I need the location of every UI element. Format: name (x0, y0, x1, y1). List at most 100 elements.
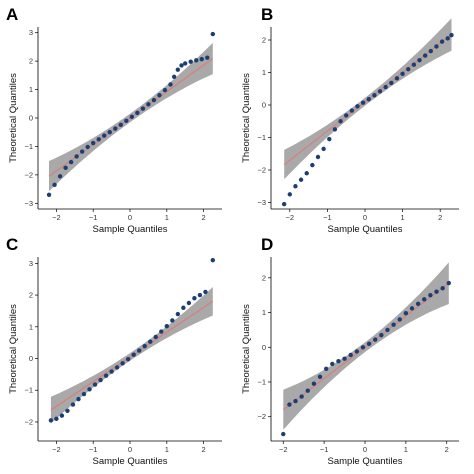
x-tick-label: 1 (401, 213, 405, 222)
data-point (281, 201, 287, 207)
data-point (210, 257, 215, 263)
data-point (321, 146, 326, 152)
y-tick-label: 0 (29, 114, 33, 123)
data-point (107, 130, 112, 135)
x-tick-label: −2 (52, 213, 61, 222)
data-point (65, 408, 70, 414)
data-point (394, 76, 400, 81)
data-point (131, 352, 136, 357)
x-tick-label: 0 (363, 445, 367, 454)
y-tick-label: 2 (29, 291, 33, 300)
x-tick-label: −2 (286, 213, 295, 222)
data-point (403, 311, 409, 316)
x-tick-label: 1 (165, 213, 169, 222)
data-point (175, 311, 181, 317)
data-point (406, 67, 411, 72)
y-tick-label: 0 (29, 354, 33, 363)
data-point (304, 171, 309, 176)
data-point (54, 416, 59, 421)
data-point (98, 377, 103, 383)
y-tick-label: 1 (29, 322, 33, 331)
data-point (199, 56, 204, 62)
data-point (103, 373, 109, 378)
x-tick-label: −2 (279, 445, 288, 454)
x-tick-label: 1 (404, 445, 408, 454)
data-point (428, 48, 433, 54)
data-point (74, 154, 79, 159)
data-point (52, 182, 57, 188)
y-axis-title: Theoretical Quantiles (241, 73, 252, 163)
y-tick-label: −3 (257, 198, 266, 207)
panel-letter: B (261, 5, 273, 24)
data-point (439, 39, 445, 44)
x-axis-title: Sample Quantiles (328, 224, 403, 235)
data-point (360, 345, 366, 350)
data-point (109, 369, 114, 374)
x-tick-label: −1 (89, 445, 98, 454)
data-point (85, 144, 90, 150)
data-point (46, 192, 52, 197)
x-axis-title: Sample Quantiles (93, 224, 168, 235)
data-point (91, 140, 96, 146)
data-point (348, 352, 353, 358)
data-point (317, 374, 323, 379)
x-tick-label: 2 (202, 445, 206, 454)
data-point (79, 149, 85, 154)
data-point (311, 381, 317, 386)
data-point (385, 327, 390, 333)
y-axis-title: Theoretical Quantiles (8, 304, 19, 394)
x-tick-label: 2 (445, 445, 449, 454)
data-point (102, 133, 107, 138)
data-point (299, 394, 304, 399)
data-point (129, 114, 135, 120)
data-point (210, 31, 215, 37)
data-point (417, 57, 422, 63)
x-tick-label: 0 (128, 213, 132, 222)
data-point (92, 382, 98, 387)
y-tick-label: −1 (24, 386, 33, 395)
data-point (391, 322, 396, 327)
data-point (175, 67, 181, 72)
data-point (87, 387, 92, 392)
data-point (192, 296, 197, 301)
data-point (140, 106, 146, 111)
data-point (354, 349, 360, 354)
data-point (397, 317, 402, 322)
data-point (76, 396, 81, 402)
data-point (171, 74, 177, 79)
data-point (135, 110, 140, 116)
x-tick-label: 0 (363, 213, 367, 222)
panel-letter: D (261, 235, 273, 254)
data-point (411, 62, 417, 67)
data-point (151, 97, 157, 103)
y-tick-label: −2 (257, 412, 266, 421)
x-axis-title: Sample Quantiles (328, 456, 403, 467)
x-tick-label: −2 (52, 445, 61, 454)
x-tick-label: 0 (128, 445, 132, 454)
y-tick-label: −2 (24, 417, 33, 426)
y-tick-label: 0 (262, 101, 266, 110)
data-point (125, 356, 131, 362)
data-point (422, 297, 427, 302)
data-point (188, 59, 193, 64)
data-point (168, 82, 173, 87)
data-point (449, 32, 454, 38)
data-point (194, 58, 199, 63)
data-point (287, 192, 292, 197)
y-tick-label: −2 (257, 166, 266, 175)
x-tick-label: −1 (89, 213, 98, 222)
data-point (148, 339, 153, 344)
data-point (434, 289, 439, 294)
data-point (70, 402, 76, 407)
y-tick-label: 1 (29, 85, 33, 94)
data-point (379, 332, 384, 338)
x-tick-label: −1 (323, 213, 332, 222)
y-tick-label: −2 (24, 170, 33, 179)
reference-line (282, 282, 450, 411)
data-point (389, 80, 394, 86)
data-point (298, 177, 304, 182)
data-point (81, 391, 87, 397)
data-point (142, 343, 147, 349)
data-point (355, 104, 360, 109)
